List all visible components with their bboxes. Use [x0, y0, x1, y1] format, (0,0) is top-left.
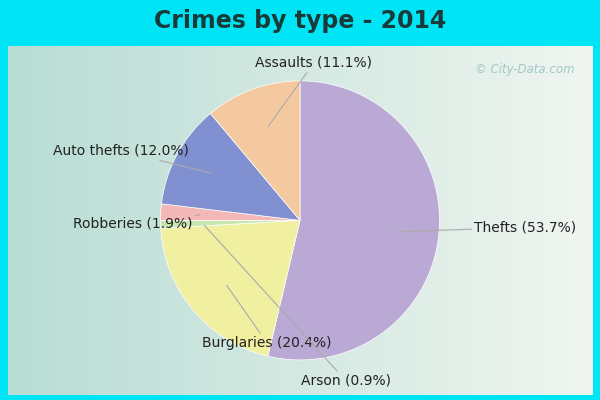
Text: © City-Data.com: © City-Data.com — [475, 64, 575, 76]
Wedge shape — [160, 204, 300, 220]
Text: Crimes by type - 2014: Crimes by type - 2014 — [154, 9, 446, 33]
Wedge shape — [211, 81, 300, 220]
Text: Auto thefts (12.0%): Auto thefts (12.0%) — [53, 144, 211, 173]
Text: Assaults (11.1%): Assaults (11.1%) — [256, 56, 373, 126]
Text: Burglaries (20.4%): Burglaries (20.4%) — [202, 286, 332, 350]
Wedge shape — [161, 114, 300, 220]
Wedge shape — [160, 220, 300, 228]
Text: Robberies (1.9%): Robberies (1.9%) — [73, 215, 200, 230]
Text: Arson (0.9%): Arson (0.9%) — [204, 225, 391, 388]
Wedge shape — [161, 220, 300, 356]
Text: Thefts (53.7%): Thefts (53.7%) — [400, 220, 577, 234]
Wedge shape — [268, 81, 440, 360]
